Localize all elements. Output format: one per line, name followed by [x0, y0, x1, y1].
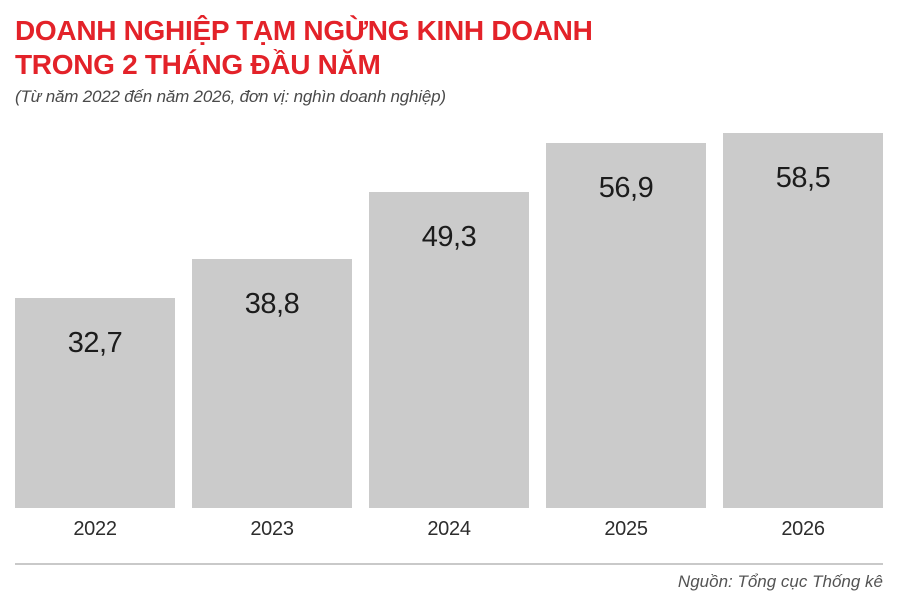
bar-2026: 58,5	[723, 133, 883, 509]
bar-2024: 49,3	[369, 192, 529, 509]
bar-2022: 32,7	[15, 298, 175, 509]
divider-line	[15, 563, 883, 566]
x-tick-2024: 2024	[427, 518, 471, 541]
x-axis: 2022 2023 2024 2025 2026	[15, 516, 883, 542]
x-tick-2026: 2026	[781, 518, 825, 541]
bar-value-label-2026: 58,5	[775, 162, 831, 195]
x-tick-2022: 2022	[73, 518, 117, 541]
x-tick-2023: 2023	[250, 518, 294, 541]
page-title-line-2: TRONG 2 THÁNG ĐẦU NĂM	[15, 49, 381, 81]
bar-value-label-2022: 32,7	[67, 327, 123, 360]
bar-2025: 56,9	[546, 143, 706, 509]
bar-value-label-2025: 56,9	[598, 172, 654, 205]
bar-value-label-2023: 38,8	[244, 288, 300, 321]
chart-subtitle: (Từ năm 2022 đến năm 2026, đơn vị: nghìn…	[15, 87, 446, 107]
bar-value-label-2024: 49,3	[421, 221, 477, 254]
bar-chart: 32,7 38,8 49,3 56,9 58,5	[15, 118, 883, 509]
page-title: DOANH NGHIỆP TẠM NGỪNG KINH DOANH TRONG …	[15, 14, 883, 82]
x-tick-2025: 2025	[604, 518, 648, 541]
page-title-line-1: DOANH NGHIỆP TẠM NGỪNG KINH DOANH	[15, 15, 593, 46]
bar-2023: 38,8	[192, 259, 352, 509]
source-credit: Nguồn: Tổng cục Thống kê	[677, 572, 883, 592]
